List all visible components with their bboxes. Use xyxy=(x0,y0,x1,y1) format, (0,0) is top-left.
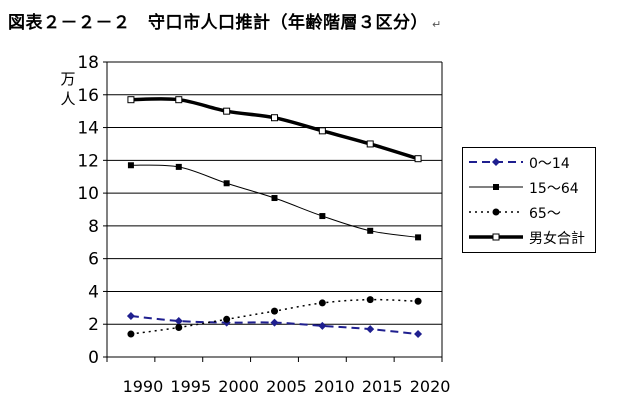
data-point xyxy=(414,297,422,305)
x-tick-label: 2005 xyxy=(266,377,307,396)
x-tick-label: 1990 xyxy=(123,377,164,396)
data-point xyxy=(127,330,135,338)
series-2 xyxy=(127,162,422,241)
y-axis-label: 万人 xyxy=(60,70,75,108)
data-point xyxy=(366,296,374,304)
y-tick-label: 16 xyxy=(77,86,99,106)
data-point xyxy=(415,234,422,241)
legend-label: 65～ xyxy=(529,206,561,222)
data-point xyxy=(175,324,183,331)
series-group xyxy=(126,96,423,339)
data-point xyxy=(127,96,135,104)
legend-swatch-marker xyxy=(492,208,500,216)
legend-label: 15～64 xyxy=(529,181,579,197)
x-tick-label: 2020 xyxy=(410,377,451,396)
legend-item: 15～64 xyxy=(467,176,595,198)
series-1 xyxy=(126,312,423,339)
legend-swatch xyxy=(469,208,523,216)
data-point xyxy=(127,162,134,169)
data-point xyxy=(318,321,327,330)
series-line xyxy=(130,298,419,335)
y-axis-label-char: 万 xyxy=(60,70,75,88)
series-3 xyxy=(127,296,422,338)
legend-swatch xyxy=(469,158,523,166)
series-line xyxy=(130,164,419,238)
data-point xyxy=(366,325,375,334)
data-point xyxy=(319,213,326,220)
y-tick-label: 8 xyxy=(88,217,99,237)
data-point xyxy=(126,312,135,321)
legend-item: 0～14 xyxy=(467,151,595,173)
data-point xyxy=(414,155,422,163)
chart-title-text: 図表２－２－２ 守口市人口推計（年齢階層３区分） xyxy=(8,13,428,33)
legend-swatch-marker xyxy=(492,233,500,241)
data-point xyxy=(271,307,278,315)
data-point xyxy=(318,127,326,135)
y-tick-label: 2 xyxy=(88,315,99,335)
return-mark-icon: ↵ xyxy=(432,18,442,31)
chart-title: 図表２－２－２ 守口市人口推計（年齢階層３区分） ↵ xyxy=(8,8,442,33)
y-tick-label: 18 xyxy=(77,53,99,73)
y-axis-label-char: 人 xyxy=(60,90,75,108)
data-point xyxy=(366,140,374,148)
y-tick-label: 6 xyxy=(88,250,99,270)
legend-swatch xyxy=(469,184,523,190)
legend-swatch-marker xyxy=(493,184,499,190)
legend-item: 65～ xyxy=(467,201,595,223)
legend: 0～14 15～64 65～ 男女合計 xyxy=(462,147,596,253)
y-tick-label: 10 xyxy=(77,184,99,204)
x-tick-label: 2015 xyxy=(362,377,403,396)
legend-label: 男女合計 xyxy=(529,231,585,247)
x-tick-label: 1995 xyxy=(170,377,211,396)
data-point xyxy=(175,163,182,170)
legend-item: 男女合計 xyxy=(467,226,595,248)
data-point xyxy=(367,227,374,234)
series-4 xyxy=(127,96,422,163)
data-point xyxy=(271,195,278,202)
data-point xyxy=(270,318,279,327)
data-point xyxy=(223,107,231,115)
data-point xyxy=(223,180,230,187)
x-tick-label: 2000 xyxy=(218,377,259,396)
data-point xyxy=(174,316,183,325)
y-tick-label: 14 xyxy=(77,119,99,139)
data-point xyxy=(223,315,231,323)
axes xyxy=(106,61,443,358)
legend-swatch xyxy=(469,233,523,241)
y-tick-label: 12 xyxy=(77,151,99,171)
x-axis-ticks: 1990 1995 2000 2005 2010 2015 2020 xyxy=(106,357,451,396)
data-point xyxy=(271,114,278,122)
y-axis-ticks: 0 2 4 6 8 10 12 14 16 18 xyxy=(77,53,107,368)
y-tick-label: 0 xyxy=(88,348,99,368)
data-point xyxy=(414,330,423,339)
legend-swatch-marker xyxy=(492,158,500,166)
data-point xyxy=(318,299,326,307)
series-line xyxy=(130,97,419,161)
x-tick-label: 2010 xyxy=(314,377,355,396)
y-tick-label: 4 xyxy=(88,282,99,302)
legend-label: 0～14 xyxy=(529,156,570,172)
data-point xyxy=(175,96,183,104)
